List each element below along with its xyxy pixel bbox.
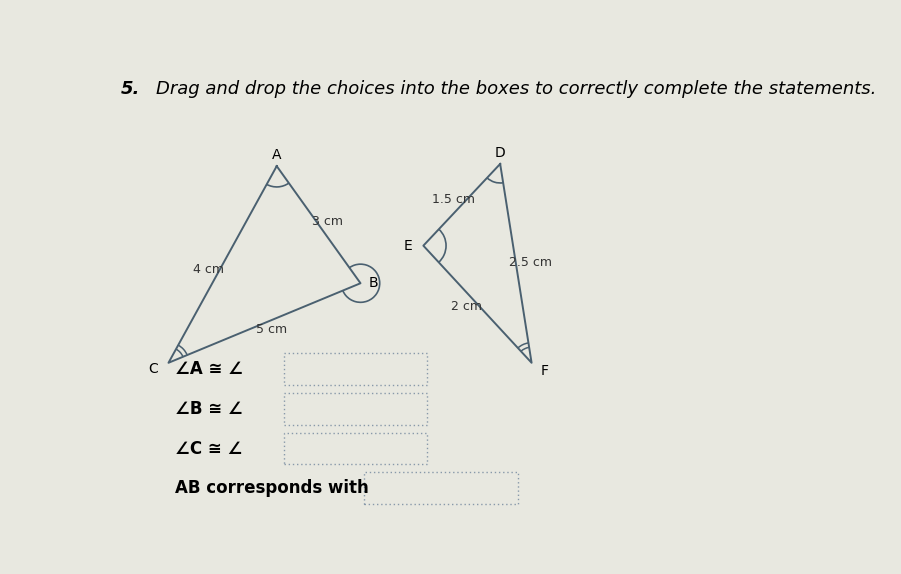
FancyBboxPatch shape xyxy=(364,472,517,504)
Text: F: F xyxy=(541,364,548,378)
Text: 5.: 5. xyxy=(121,80,141,98)
FancyBboxPatch shape xyxy=(284,353,427,385)
Text: 2.5 cm: 2.5 cm xyxy=(509,256,551,269)
Text: Drag and drop the choices into the boxes to correctly complete the statements.: Drag and drop the choices into the boxes… xyxy=(156,80,877,98)
Text: ∠B ≅ ∠: ∠B ≅ ∠ xyxy=(176,400,243,418)
Text: AB corresponds with: AB corresponds with xyxy=(176,479,369,497)
Text: 4 cm: 4 cm xyxy=(194,263,224,277)
Text: 3 cm: 3 cm xyxy=(312,215,343,228)
FancyBboxPatch shape xyxy=(284,433,427,464)
Text: D: D xyxy=(495,146,505,160)
FancyBboxPatch shape xyxy=(284,393,427,425)
Text: E: E xyxy=(404,239,413,253)
Text: B: B xyxy=(369,276,378,290)
Text: A: A xyxy=(272,148,281,162)
Text: 2 cm: 2 cm xyxy=(451,300,482,313)
Text: 1.5 cm: 1.5 cm xyxy=(432,193,475,205)
Text: ∠C ≅ ∠: ∠C ≅ ∠ xyxy=(176,440,243,457)
Text: ∠A ≅ ∠: ∠A ≅ ∠ xyxy=(176,360,243,378)
Text: C: C xyxy=(149,362,158,377)
Text: 5 cm: 5 cm xyxy=(256,323,287,336)
